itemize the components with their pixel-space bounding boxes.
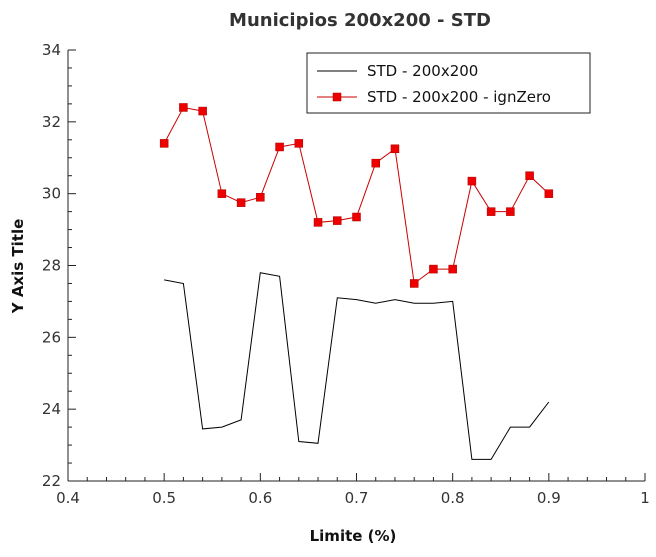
x-tick-label: 0.8 (441, 489, 465, 507)
y-tick-label: 34 (42, 41, 61, 59)
chart-title: Municipios 200x200 - STD (229, 10, 491, 31)
legend: STD - 200x200 STD - 200x200 - ignZero (306, 52, 591, 114)
data-point (371, 158, 380, 168)
data-point (390, 144, 400, 154)
y-tick-label: 24 (42, 400, 61, 418)
data-point (544, 189, 554, 198)
x-tick-label: 0.9 (537, 489, 561, 507)
x-tick-label: 0.6 (248, 489, 272, 507)
y-tick-label: 30 (42, 185, 61, 203)
data-point (429, 264, 438, 274)
data-point (179, 103, 188, 112)
x-tick-label: 0.7 (345, 489, 369, 507)
legend-label: STD - 200x200 - ignZero (367, 88, 551, 106)
data-point (486, 207, 496, 216)
axes: 0.4 0.5 0.6 0.7 0.8 0.9 1 22 24 26 28 30 32 34 (42, 41, 650, 507)
data-point (313, 218, 323, 227)
y-axis-label: Y Axis Title (9, 219, 27, 315)
y-tick-label: 26 (42, 328, 61, 346)
data-point (198, 106, 207, 116)
data-point (333, 216, 342, 225)
data-point (525, 171, 534, 180)
data-point (352, 212, 361, 222)
data-point (159, 139, 169, 148)
data-point (294, 139, 304, 148)
x-tick-label: 0.5 (152, 489, 176, 507)
data-point (467, 176, 477, 186)
x-tick-label: 0.4 (56, 489, 80, 507)
y-tick-label: 28 (42, 257, 61, 275)
legend-swatch-marker (332, 92, 342, 102)
x-tick-label: 1 (640, 489, 650, 507)
series-line-1 (164, 272, 550, 460)
y-tick-label: 22 (42, 472, 61, 490)
data-point (448, 264, 457, 274)
data-point (275, 142, 284, 152)
legend-label: STD - 200x200 (367, 62, 478, 80)
plot-area (159, 103, 554, 460)
data-point (217, 189, 227, 198)
data-point (256, 193, 265, 202)
data-point (506, 207, 515, 216)
legend-box (306, 52, 591, 114)
data-point (409, 279, 419, 288)
y-tick-label: 32 (42, 113, 61, 131)
x-axis-label: Limite (%) (310, 527, 397, 545)
data-point (236, 198, 246, 207)
